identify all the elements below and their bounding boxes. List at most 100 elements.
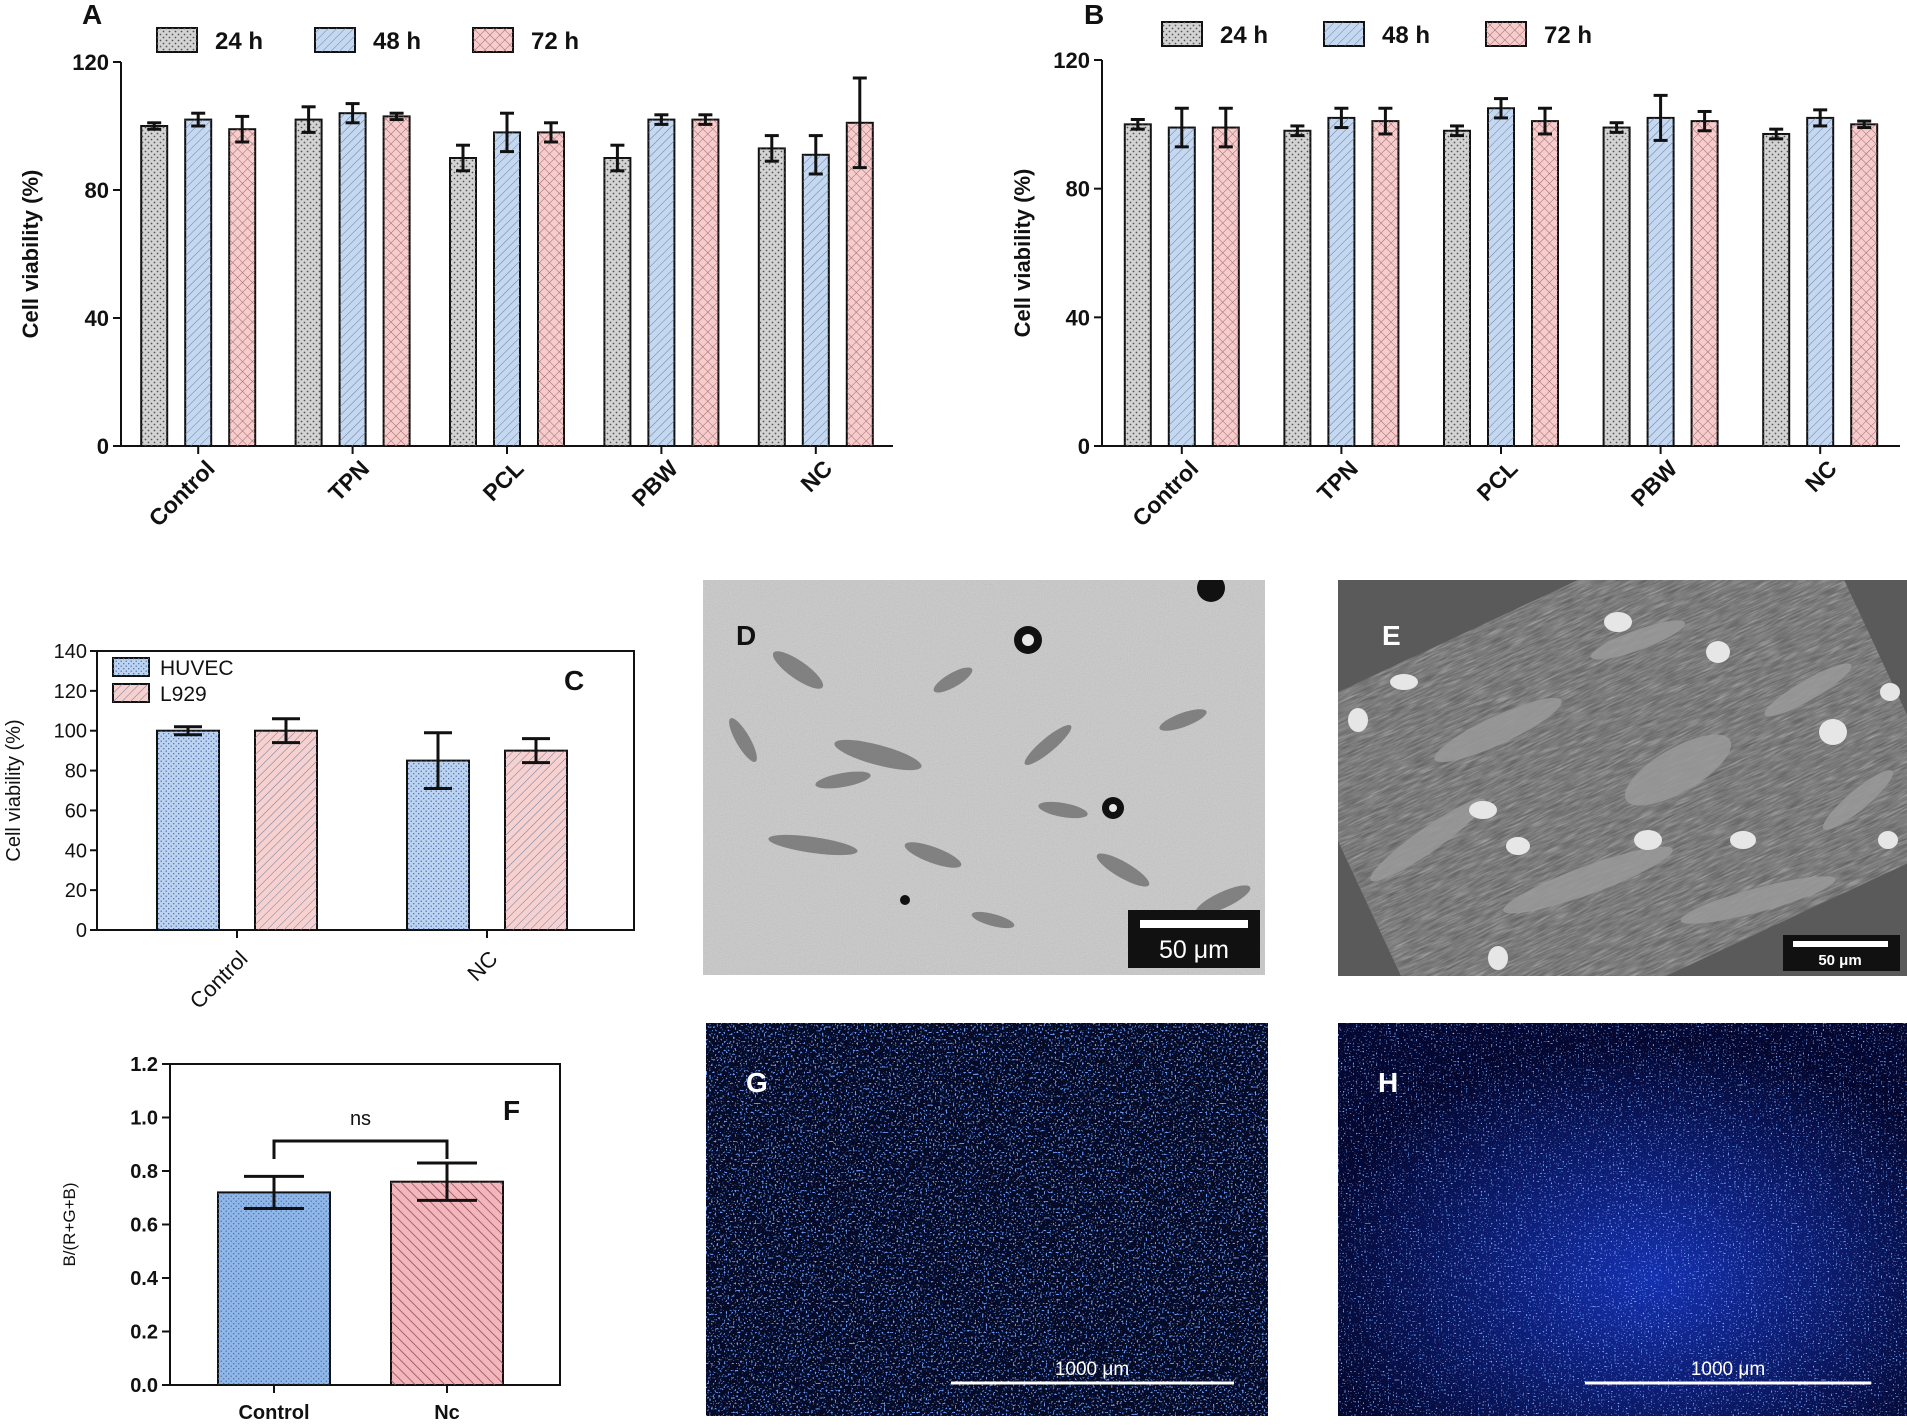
- bar-texture: [802, 154, 829, 447]
- x-tick-label: PBW: [1626, 455, 1683, 512]
- scale-bar-label: 50 μm: [1818, 952, 1861, 969]
- bar-texture: [538, 132, 564, 446]
- bar-texture: [692, 119, 719, 446]
- legend-swatch-texture: [113, 658, 149, 676]
- fluorescence-g: 1000 μm G: [706, 1023, 1268, 1416]
- legend-label: 48 h: [1382, 22, 1430, 49]
- y-tick-label: 0.6: [130, 1215, 158, 1237]
- panel-label: B: [1084, 0, 1104, 30]
- bar-texture: [1647, 117, 1674, 447]
- bar-texture: [383, 116, 410, 447]
- x-tick-label: NC: [1800, 455, 1842, 497]
- bar-texture: [339, 113, 366, 446]
- y-tick-label: 1.2: [130, 1054, 158, 1076]
- bar-texture: [141, 126, 168, 446]
- significance-bracket: [272, 1139, 449, 1159]
- bar-texture: [1212, 127, 1239, 447]
- bar-texture: [1763, 133, 1790, 446]
- y-tick-label: 20: [65, 880, 87, 902]
- bar-texture: [229, 129, 256, 446]
- y-tick-label: 100: [54, 721, 87, 743]
- bar-texture: [505, 750, 567, 930]
- bar-texture: [450, 158, 476, 446]
- significance-label: ns: [350, 1108, 371, 1130]
- y-tick-label: 40: [1066, 305, 1090, 330]
- x-tick-label: Control: [1127, 455, 1203, 531]
- y-tick-label: 1.0: [130, 1108, 158, 1130]
- y-axis-label: Cell viability (%): [18, 170, 43, 339]
- y-tick-label: 80: [1066, 177, 1090, 202]
- panel-label: A: [82, 0, 102, 30]
- y-tick-label: 140: [54, 641, 87, 663]
- legend-label: 72 h: [531, 28, 579, 55]
- y-axis-label: Cell viability (%): [1010, 169, 1035, 338]
- bar-texture: [185, 119, 212, 446]
- y-axis-label: Cell viability (%): [3, 719, 25, 861]
- scale-bar: [1793, 941, 1888, 947]
- legend-swatch-texture: [1486, 22, 1526, 46]
- x-tick-label: Nc: [434, 1402, 460, 1424]
- y-tick-label: 0: [76, 920, 87, 942]
- panel-label: C: [564, 665, 584, 696]
- bar-texture: [157, 730, 219, 930]
- legend-swatch-texture: [315, 28, 355, 52]
- y-tick-label: 40: [65, 840, 87, 862]
- bar-texture: [604, 158, 631, 446]
- bar-texture: [1328, 117, 1355, 447]
- panel-label-g: G: [746, 1067, 768, 1098]
- bar-texture: [1532, 121, 1558, 446]
- bar-texture: [1372, 121, 1399, 446]
- y-tick-label: 40: [85, 306, 109, 331]
- legend-swatch-texture: [1324, 22, 1364, 46]
- y-tick-label: 0.2: [130, 1322, 158, 1344]
- bar-texture: [295, 119, 322, 446]
- y-tick-label: 0.4: [130, 1268, 159, 1290]
- bar-texture: [391, 1181, 503, 1385]
- bar-texture: [1691, 121, 1718, 446]
- y-tick-label: 80: [85, 178, 109, 203]
- fluorescence-g-image: 1000 μm: [706, 1023, 1268, 1416]
- panel-label-e: E: [1382, 620, 1401, 651]
- y-tick-label: 0.8: [130, 1161, 158, 1183]
- x-tick-label: NC: [795, 455, 837, 497]
- bar-texture: [1284, 130, 1311, 446]
- micrograph-d-image: 50 μm: [703, 580, 1265, 975]
- scale-bar-box: [1128, 910, 1260, 968]
- micrograph-e: 50 μm E: [1338, 580, 1907, 976]
- scale-bar-label: 1000 μm: [1691, 1359, 1765, 1380]
- legend-label: HUVEC: [160, 657, 234, 680]
- legend-swatch-texture: [473, 28, 513, 52]
- y-tick-label: 120: [1053, 48, 1090, 73]
- panel-label-d: D: [736, 620, 757, 651]
- legend-label: 24 h: [1220, 22, 1268, 49]
- legend-label: 24 h: [215, 28, 263, 55]
- plot-frame: [96, 650, 635, 931]
- bar-texture: [648, 119, 675, 446]
- y-tick-label: 80: [65, 761, 87, 783]
- chart-b: 0 40 80 120 Cell viability (%) Control TPN PCL P…: [1010, 0, 1900, 531]
- scale-bar-label: 50 μm: [1159, 936, 1229, 964]
- scale-bar: [1140, 920, 1248, 928]
- bar-texture: [494, 132, 520, 446]
- legend-swatch-texture: [113, 684, 149, 702]
- y-axis-label: B/(R+G+B): [60, 1182, 79, 1266]
- bar-texture: [1807, 117, 1834, 447]
- chart-f: 0.0 0.2 0.4 0.6 0.8 1.0 1.2 B/(R+G+B) Control Nc n…: [60, 1054, 561, 1424]
- bar-texture: [1168, 127, 1195, 447]
- micrograph-e-image: 50 μm: [1338, 580, 1907, 976]
- legend-swatch-texture: [1162, 22, 1202, 46]
- legend-label: L929: [160, 683, 207, 706]
- bar-texture: [218, 1192, 330, 1385]
- x-tick-label: Control: [238, 1402, 309, 1424]
- bar-texture: [1124, 124, 1151, 446]
- bar-texture: [1851, 124, 1878, 446]
- legend-swatch-texture: [157, 28, 197, 52]
- y-tick-label: 0: [97, 434, 109, 459]
- micrograph-d: 50 μm D: [703, 580, 1265, 975]
- bar-texture: [1603, 127, 1630, 447]
- bar-texture: [758, 148, 785, 446]
- fluorescence-h-image: 1000 μm: [1338, 1023, 1907, 1416]
- panel-label-h: H: [1378, 1067, 1399, 1098]
